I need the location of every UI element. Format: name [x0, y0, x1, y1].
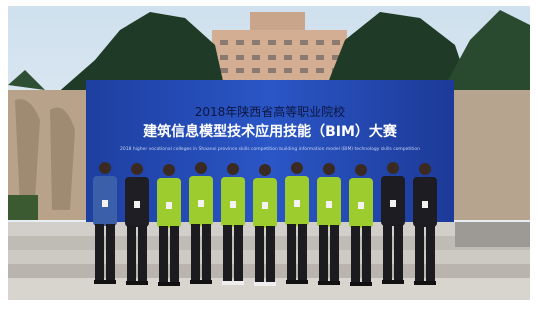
person-part [358, 202, 364, 209]
person-part [330, 225, 339, 283]
banner-line1: 2018年陕西省高等职业院校 [195, 104, 346, 119]
person-part [99, 162, 111, 174]
person-part [106, 224, 115, 282]
person-part [227, 163, 239, 175]
person-part [95, 224, 104, 282]
person-part [158, 282, 180, 286]
person-part [190, 280, 212, 284]
person-part [323, 163, 335, 175]
person-part [94, 280, 116, 284]
person-part [355, 164, 367, 176]
person-part [390, 200, 396, 207]
person-part [126, 281, 148, 285]
person-part [291, 162, 303, 174]
stone-wall [452, 90, 530, 220]
person-part [163, 164, 175, 176]
person-part [426, 225, 435, 283]
person-part [234, 225, 243, 283]
person-part [326, 201, 332, 208]
person-part [298, 224, 307, 282]
person-part [166, 202, 172, 209]
person-part [387, 162, 399, 174]
person-part [202, 224, 211, 282]
person-part [394, 224, 403, 282]
person-part [362, 226, 371, 284]
person-part [262, 202, 268, 209]
person-part [195, 162, 207, 174]
person-part [419, 163, 431, 175]
person-part [127, 225, 136, 283]
person-part [415, 225, 424, 283]
person-part [294, 200, 300, 207]
person-part [287, 224, 296, 282]
banner-line2: 建筑信息模型技术应用技能（BIM）大赛 [143, 123, 398, 140]
person-part [259, 164, 271, 176]
person-part [134, 201, 140, 208]
person-part [191, 224, 200, 282]
person-part [382, 280, 404, 284]
person-part [351, 226, 360, 284]
person-part [198, 200, 204, 207]
person-part [131, 163, 143, 175]
person-part [266, 226, 275, 284]
person-part [170, 226, 179, 284]
person-part [159, 226, 168, 284]
person-part [318, 281, 340, 285]
shrub [8, 195, 38, 220]
page: 2018年陕西省高等职业院校 建筑信息模型技术应用技能（BIM）大赛 2018 … [0, 0, 538, 309]
person-part [414, 281, 436, 285]
person-part [422, 201, 428, 208]
person-part [223, 225, 232, 283]
person-part [286, 280, 308, 284]
person-part [254, 282, 276, 286]
person-part [350, 282, 372, 286]
person-part [319, 225, 328, 283]
person-part [230, 201, 236, 208]
person-part [383, 224, 392, 282]
person-part [255, 226, 264, 284]
photo: 2018年陕西省高等职业院校 建筑信息模型技术应用技能（BIM）大赛 2018 … [0, 0, 538, 309]
banner-line3: 2018 higher vocational colleges in Shaan… [120, 146, 421, 151]
person-part [138, 225, 147, 283]
person-part [222, 281, 244, 285]
person-part [102, 200, 108, 207]
